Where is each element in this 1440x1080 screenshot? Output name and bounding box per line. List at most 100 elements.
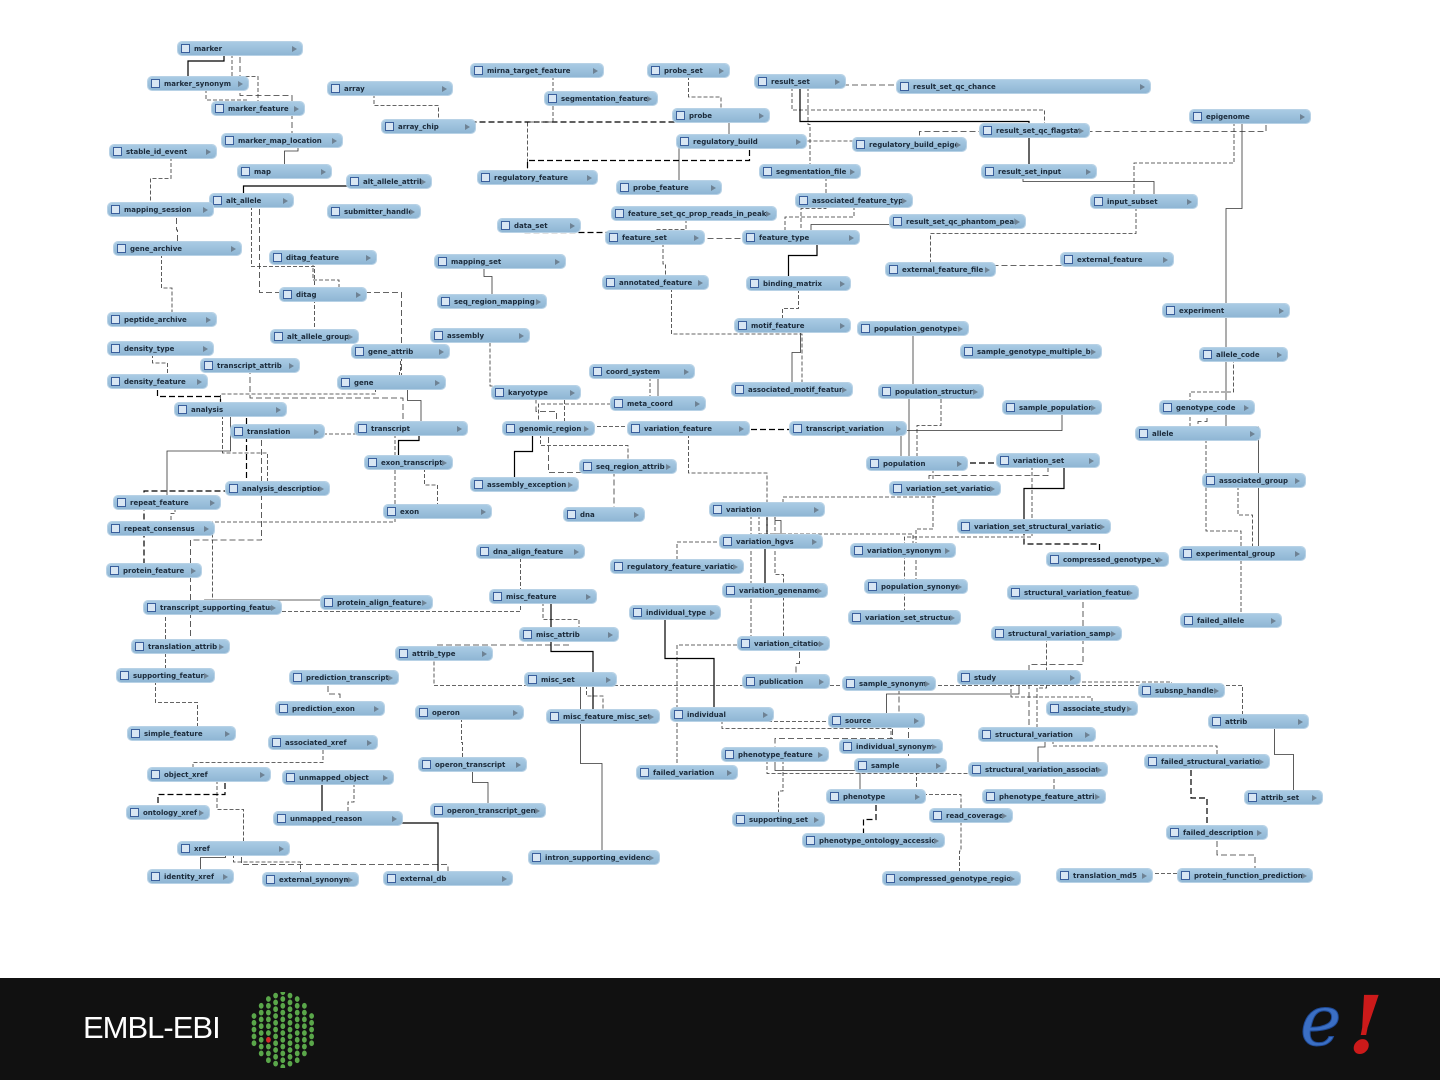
table-structural-variation[interactable]: structural_variation [979,728,1095,741]
table-individual[interactable]: individual [671,708,773,721]
table-associated-feature-type[interactable]: associated_feature_type [796,194,912,207]
expand-arrow-icon[interactable] [727,769,732,776]
table-dna-align-feature[interactable]: dna_align_feature [477,545,584,558]
expand-arrow-icon[interactable] [1095,793,1100,800]
table-mapping-set[interactable]: mapping_set [435,255,565,268]
expand-arrow-icon[interactable] [294,105,299,112]
table-read-coverage[interactable]: read_coverage [930,809,1012,822]
expand-arrow-icon[interactable] [1312,794,1317,801]
table-seq-region-attrib[interactable]: seq_region_attrib [580,460,676,473]
expand-arrow-icon[interactable] [584,425,589,432]
expand-arrow-icon[interactable] [513,709,518,716]
expand-arrow-icon[interactable] [1257,829,1262,836]
table-karyotype[interactable]: karyotype [492,386,580,399]
table-analysis-description[interactable]: analysis_description [226,482,329,495]
table-experimental-group[interactable]: experimental_group [1180,547,1305,560]
expand-arrow-icon[interactable] [356,291,361,298]
expand-arrow-icon[interactable] [1128,589,1133,596]
table-variation-citation[interactable]: variation_citation [738,637,829,650]
table-structural-variation-sample[interactable]: structural_variation_sample [992,627,1121,640]
expand-arrow-icon[interactable] [203,345,208,352]
table-translation[interactable]: translation [231,425,324,438]
table-operon[interactable]: operon [416,706,523,719]
expand-arrow-icon[interactable] [957,460,962,467]
table-identity-xref[interactable]: identity_xref [148,870,233,883]
table-variation-set[interactable]: variation_set [997,454,1099,467]
table-marker[interactable]: marker [178,42,302,55]
table-translation-attrib[interactable]: translation_attrib [132,640,229,653]
expand-arrow-icon[interactable] [1127,705,1132,712]
expand-arrow-icon[interactable] [348,333,353,340]
table-compressed-genotype-region[interactable]: compressed_genotype_region [883,872,1020,885]
expand-arrow-icon[interactable] [1111,630,1116,637]
expand-arrow-icon[interactable] [739,425,744,432]
table-supporting-feature[interactable]: supporting_feature [117,669,214,682]
expand-arrow-icon[interactable] [367,739,372,746]
expand-arrow-icon[interactable] [366,254,371,261]
table-operon-transcript-gene[interactable]: operon_transcript_gene [431,804,545,817]
expand-arrow-icon[interactable] [763,711,768,718]
expand-arrow-icon[interactable] [1015,218,1020,225]
table-population-structure[interactable]: population_structure [879,385,983,398]
table-probe-set[interactable]: probe_set [648,64,729,77]
table-regulatory-build-epigenome[interactable]: regulatory_build_epigenome [853,138,966,151]
table-array-chip[interactable]: array_chip [382,120,475,133]
table-variation-feature[interactable]: variation_feature [628,422,749,435]
expand-arrow-icon[interactable] [902,197,907,204]
expand-arrow-icon[interactable] [435,379,440,386]
expand-arrow-icon[interactable] [818,751,823,758]
expand-arrow-icon[interactable] [203,206,208,213]
table-misc-feature[interactable]: misc_feature [490,590,596,603]
table-prediction-transcript[interactable]: prediction_transcript [290,671,398,684]
expand-arrow-icon[interactable] [1142,872,1147,879]
expand-arrow-icon[interactable] [958,325,963,332]
table-ditag[interactable]: ditag [280,288,366,301]
table-density-type[interactable]: density_type [108,342,213,355]
table-feature-set[interactable]: feature_set [606,231,704,244]
expand-arrow-icon[interactable] [842,386,847,393]
expand-arrow-icon[interactable] [957,583,962,590]
expand-arrow-icon[interactable] [990,485,995,492]
expand-arrow-icon[interactable] [374,705,379,712]
table-regulatory-feature-variation[interactable]: regulatory_feature_variation [611,560,743,573]
expand-arrow-icon[interactable] [914,717,919,724]
table-protein-function-predictions[interactable]: protein_function_predictions [1178,869,1312,882]
expand-arrow-icon[interactable] [410,208,415,215]
table-genomic-region[interactable]: genomic_region [503,422,594,435]
expand-arrow-icon[interactable] [289,362,294,369]
expand-arrow-icon[interactable] [442,85,447,92]
table-structural-variation-association[interactable]: structural_variation_association [969,763,1107,776]
table-probe[interactable]: probe [673,109,769,122]
table-study[interactable]: study [958,671,1080,684]
expand-arrow-icon[interactable] [319,485,324,492]
expand-arrow-icon[interactable] [388,674,393,681]
table-associated-group[interactable]: associated_group [1203,474,1305,487]
table-population-synonym[interactable]: population_synonym [865,580,967,593]
expand-arrow-icon[interactable] [223,873,228,880]
table-variation-set-structural-variation[interactable]: variation_set_structural_variation [958,520,1110,533]
expand-arrow-icon[interactable] [1271,617,1276,624]
table-sample-population[interactable]: sample_population [1003,401,1101,414]
expand-arrow-icon[interactable] [934,837,939,844]
table-allele-code[interactable]: allele_code [1200,348,1287,361]
table-transcript-supporting-feature[interactable]: transcript_supporting_feature [144,601,281,614]
expand-arrow-icon[interactable] [481,508,486,515]
expand-arrow-icon[interactable] [759,112,764,119]
table-individual-type[interactable]: individual_type [630,606,720,619]
table-density-feature[interactable]: density_feature [108,375,207,388]
expand-arrow-icon[interactable] [1214,687,1219,694]
expand-arrow-icon[interactable] [698,279,703,286]
expand-arrow-icon[interactable] [348,876,353,883]
table-exon[interactable]: exon [384,505,491,518]
expand-arrow-icon[interactable] [1158,556,1163,563]
table-alt-allele-attrib[interactable]: alt_allele_attrib [347,175,431,188]
expand-arrow-icon[interactable] [536,298,541,305]
table-mirna-target-feature[interactable]: mirna_target_feature [471,64,603,77]
expand-arrow-icon[interactable] [321,168,326,175]
expand-arrow-icon[interactable] [593,67,598,74]
expand-arrow-icon[interactable] [271,604,276,611]
expand-arrow-icon[interactable] [568,481,573,488]
table-misc-feature-misc-set[interactable]: misc_feature_misc_set [547,710,659,723]
expand-arrow-icon[interactable] [819,640,824,647]
table-structural-variation-feature[interactable]: structural_variation_feature [1008,586,1138,599]
